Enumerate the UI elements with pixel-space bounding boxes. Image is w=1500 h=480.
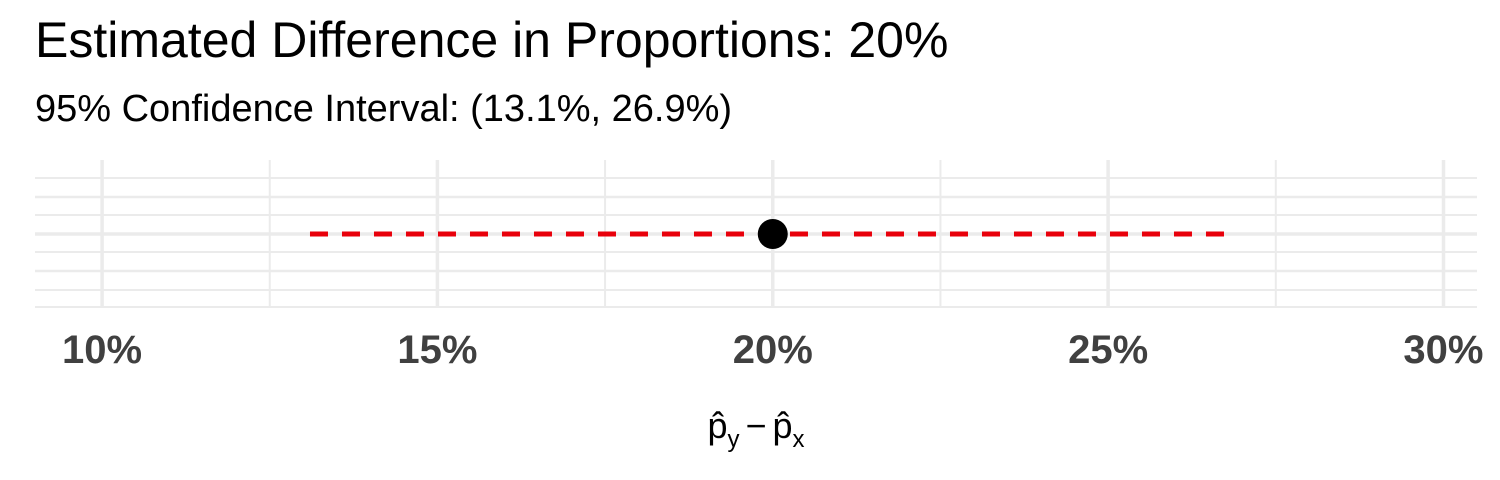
x-axis-ticks: 10% 15% 20% 25% 30% — [62, 328, 1483, 372]
x-tick-label: 20% — [733, 328, 813, 372]
chart-title: Estimated Difference in Proportions: 20% — [35, 12, 949, 68]
x-axis-label-sub-x: x — [793, 426, 805, 453]
x-axis-label-minus: − — [745, 405, 766, 446]
x-axis-label-p-x: p̂ — [773, 405, 793, 446]
x-tick-label: 25% — [1068, 328, 1148, 372]
x-axis-label-sub-y: y — [727, 426, 739, 453]
point-estimate-marker — [757, 219, 788, 249]
x-tick-label: 10% — [62, 328, 142, 372]
grid-layer — [35, 160, 1477, 308]
x-tick-label: 15% — [397, 328, 477, 372]
x-axis-label: p̂y − p̂x — [707, 405, 804, 453]
mark-layer — [309, 219, 1236, 249]
x-axis-label-p-y: p̂ — [707, 405, 727, 446]
chart-subtitle: 95% Confidence Interval: (13.1%, 26.9%) — [35, 88, 733, 130]
x-tick-label: 30% — [1403, 328, 1483, 372]
